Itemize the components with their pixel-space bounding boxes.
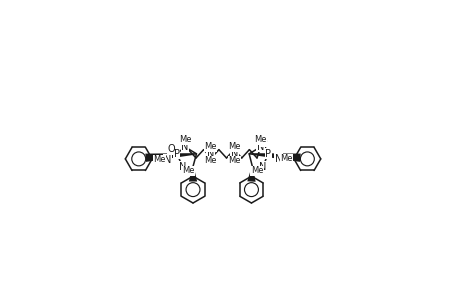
Text: Me: Me	[153, 155, 165, 164]
Text: Me: Me	[204, 156, 216, 165]
Text: Me: Me	[251, 166, 263, 175]
Text: Me: Me	[178, 135, 191, 144]
Text: Me: Me	[204, 142, 216, 152]
Text: Me: Me	[280, 154, 292, 164]
Text: N: N	[179, 161, 186, 172]
Polygon shape	[189, 167, 197, 182]
Text: Me: Me	[228, 156, 241, 165]
Text: Me: Me	[228, 142, 241, 152]
Polygon shape	[145, 153, 196, 162]
Text: P: P	[174, 149, 179, 159]
Text: Me: Me	[254, 135, 266, 144]
Text: O: O	[167, 144, 174, 154]
Text: P: P	[264, 149, 270, 159]
Polygon shape	[249, 153, 300, 162]
Text: N: N	[206, 149, 213, 159]
Text: N: N	[259, 161, 266, 172]
Text: N: N	[181, 142, 188, 152]
Text: O: O	[258, 137, 266, 147]
Text: N: N	[257, 142, 264, 152]
Text: N: N	[163, 154, 171, 165]
Text: N: N	[274, 154, 281, 164]
Text: N: N	[230, 149, 238, 159]
Polygon shape	[247, 167, 255, 182]
Text: Me: Me	[182, 166, 194, 175]
